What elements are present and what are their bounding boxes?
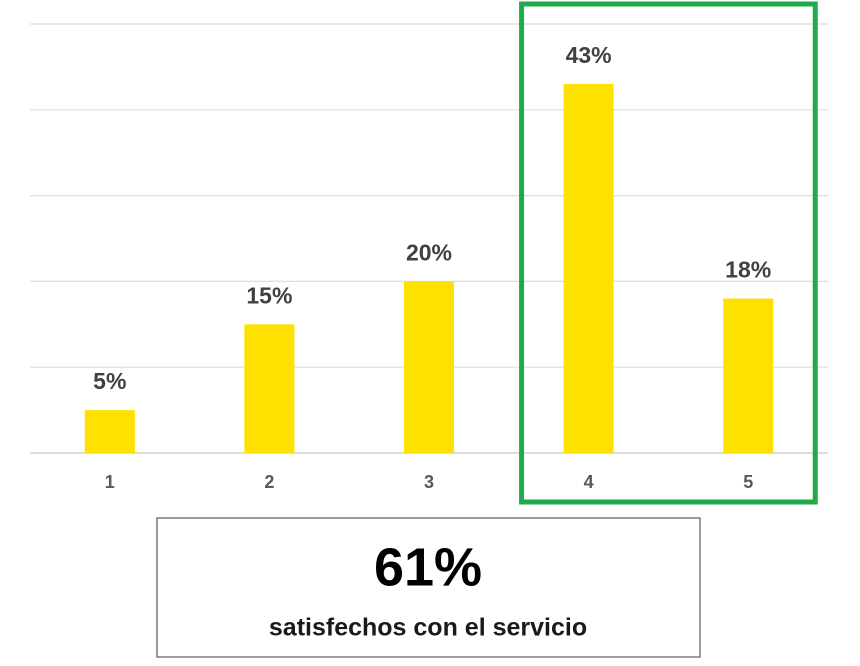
bar xyxy=(723,298,774,453)
annotation-text: satisfechos con el servicio xyxy=(269,614,587,642)
data-label: 43% xyxy=(566,42,612,68)
annotation-headline: 61% xyxy=(374,537,482,597)
x-tick-label: 1 xyxy=(105,472,115,492)
x-tick-label: 5 xyxy=(743,472,753,492)
data-label: 20% xyxy=(406,239,452,265)
data-label: 5% xyxy=(93,368,126,394)
bar xyxy=(563,84,614,453)
x-tick-label: 4 xyxy=(584,472,594,492)
bar xyxy=(244,324,295,453)
highlight-box xyxy=(519,1,818,505)
bar xyxy=(84,410,135,453)
x-tick-label: 3 xyxy=(424,472,434,492)
x-tick-label: 2 xyxy=(264,472,274,492)
data-label: 18% xyxy=(725,257,771,283)
data-label: 15% xyxy=(246,282,292,308)
annotation-box xyxy=(156,517,701,658)
bar xyxy=(404,281,454,453)
